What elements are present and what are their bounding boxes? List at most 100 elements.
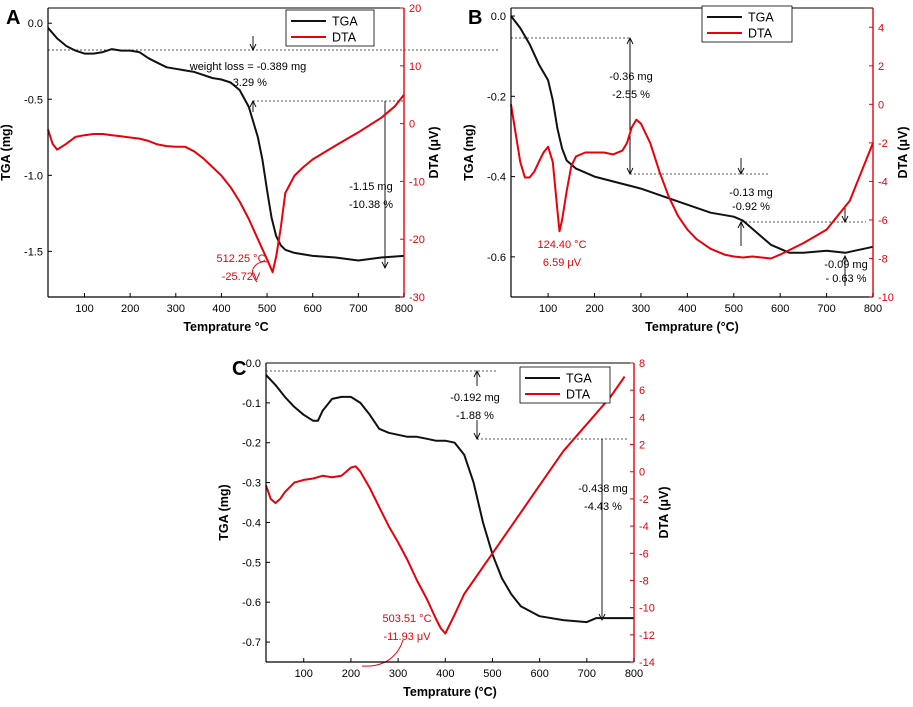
left-y-tick-label: -0.2 — [242, 438, 261, 450]
legend-box — [519, 366, 611, 404]
x-tick-label: 500 — [258, 303, 276, 315]
x-tick-label: 400 — [212, 303, 230, 315]
annotation-text: 512.25 °C — [216, 253, 265, 265]
right-y-axis-label: DTA (μV) — [427, 126, 441, 178]
annotation-leader — [252, 261, 268, 283]
annotation-text: 6.59 μV — [543, 257, 582, 269]
x-tick-label: 200 — [121, 303, 139, 315]
annotation-text: -0.13 mg — [729, 187, 772, 199]
legend-entry-tga: TGA — [332, 15, 358, 29]
arrow-head — [249, 43, 257, 52]
annotation-text: - 0.63 % — [826, 273, 867, 285]
panel-b: B 100 200 300 400 500 600 700 800 0.0 -0.2 -0.4 -0.6… — [462, 5, 910, 334]
right-y-axis-label: DTA (μV) — [896, 126, 910, 178]
x-tick-label: 300 — [167, 303, 185, 315]
right-y-axis-label: DTA (μV) — [657, 486, 671, 538]
annotation-text: -0.192 mg — [450, 392, 500, 404]
right-y-tick-label: -14 — [639, 657, 655, 669]
left-y-tick-label: -0.7 — [242, 637, 261, 649]
arrow-head — [737, 167, 745, 176]
x-tick-label: 400 — [678, 303, 696, 315]
right-y-tick-label: -4 — [878, 176, 888, 188]
x-tick-label: 200 — [585, 303, 603, 315]
tga-series-line — [510, 15, 874, 254]
panel-label: C — [232, 358, 246, 380]
left-y-axis-label: TGA (mg) — [217, 484, 231, 540]
right-y-tick-label: 4 — [639, 412, 645, 424]
legend-entry-dta: DTA — [566, 388, 591, 402]
left-y-axis-label: TGA (mg) — [462, 124, 476, 180]
x-tick-label: 800 — [395, 303, 413, 315]
x-tick-label: 700 — [349, 303, 367, 315]
right-y-tick-label: -4 — [639, 521, 649, 533]
legend-box — [701, 5, 793, 43]
right-y-tick-label: 0 — [409, 119, 415, 131]
annotation-text: -11.93 μV — [383, 631, 431, 643]
x-tick-label: 400 — [436, 668, 454, 680]
left-y-tick-label: -0.4 — [242, 517, 261, 529]
legend-entry-tga: TGA — [748, 11, 774, 25]
annotation-text: -4.43 % — [584, 501, 622, 513]
annotation-text: -0.438 mg — [578, 483, 628, 495]
x-tick-label: 100 — [75, 303, 93, 315]
x-tick-label: 300 — [389, 668, 407, 680]
left-y-tick-label: -0.4 — [487, 172, 506, 184]
left-y-tick-label: 0.0 — [491, 11, 506, 23]
arrow-head — [473, 369, 481, 378]
left-y-tick-label: -0.6 — [242, 597, 261, 609]
x-tick-label: 600 — [304, 303, 322, 315]
x-tick-label: 600 — [771, 303, 789, 315]
right-y-tick-label: -2 — [639, 494, 649, 506]
dta-series-line — [510, 104, 874, 260]
annotation-text: weight loss = -0.389 mg — [189, 61, 306, 73]
left-y-tick-label: -0.1 — [242, 398, 261, 410]
x-tick-label: 500 — [725, 303, 743, 315]
x-axis-label: Temprature °C — [183, 320, 268, 334]
panel-label: A — [6, 7, 20, 29]
arrow-head — [381, 261, 389, 270]
right-y-tick-label: -10 — [639, 603, 655, 615]
right-y-tick-label: 10 — [409, 61, 421, 73]
panel-label: B — [468, 7, 482, 29]
legend: TGA DTA — [285, 9, 375, 47]
left-y-tick-label: -0.2 — [487, 91, 506, 103]
annotation-text: -1.88 % — [456, 410, 494, 422]
right-y-tick-label: -12 — [639, 630, 655, 642]
x-tick-label: 100 — [295, 668, 313, 680]
annotation-text: -3.29 % — [229, 77, 267, 89]
annotation-text: -1.15 mg — [349, 181, 392, 193]
right-y-tick-label: -20 — [409, 234, 425, 246]
annotation-text: -0.09 mg — [824, 259, 867, 271]
right-y-tick-label: -6 — [639, 548, 649, 560]
arrow-head — [598, 613, 606, 622]
left-y-tick-label: -1.5 — [24, 246, 43, 258]
annotation-text: -2.55 % — [612, 89, 650, 101]
right-y-tick-label: 8 — [639, 358, 645, 370]
legend-box — [285, 9, 375, 47]
left-y-tick-label: 0.0 — [246, 358, 261, 370]
arrow-head — [841, 254, 849, 263]
right-y-tick-label: -10 — [409, 176, 425, 188]
right-y-tick-label: -30 — [409, 292, 425, 304]
left-y-tick-label: -0.6 — [487, 252, 506, 264]
dta-series-line — [265, 376, 626, 635]
arrow-head — [626, 167, 634, 176]
left-y-tick-label: -0.3 — [242, 478, 261, 490]
left-y-tick-label: 0.0 — [28, 18, 43, 30]
right-y-tick-label: 6 — [639, 385, 645, 397]
legend-entry-tga: TGA — [566, 372, 592, 386]
right-y-tick-label: -8 — [878, 253, 888, 265]
right-y-tick-label: 0 — [878, 99, 884, 111]
right-y-tick-label: 20 — [409, 3, 421, 15]
x-tick-label: 300 — [632, 303, 650, 315]
right-y-tick-label: 4 — [878, 22, 884, 34]
arrow-head — [737, 220, 745, 229]
legend-entry-dta: DTA — [332, 31, 357, 45]
tga-series-line — [265, 374, 634, 624]
left-y-tick-label: -1.0 — [24, 170, 43, 182]
annotation-text: -0.92 % — [732, 201, 770, 213]
legend: TGA DTA — [701, 5, 793, 43]
right-y-tick-label: 2 — [878, 61, 884, 73]
